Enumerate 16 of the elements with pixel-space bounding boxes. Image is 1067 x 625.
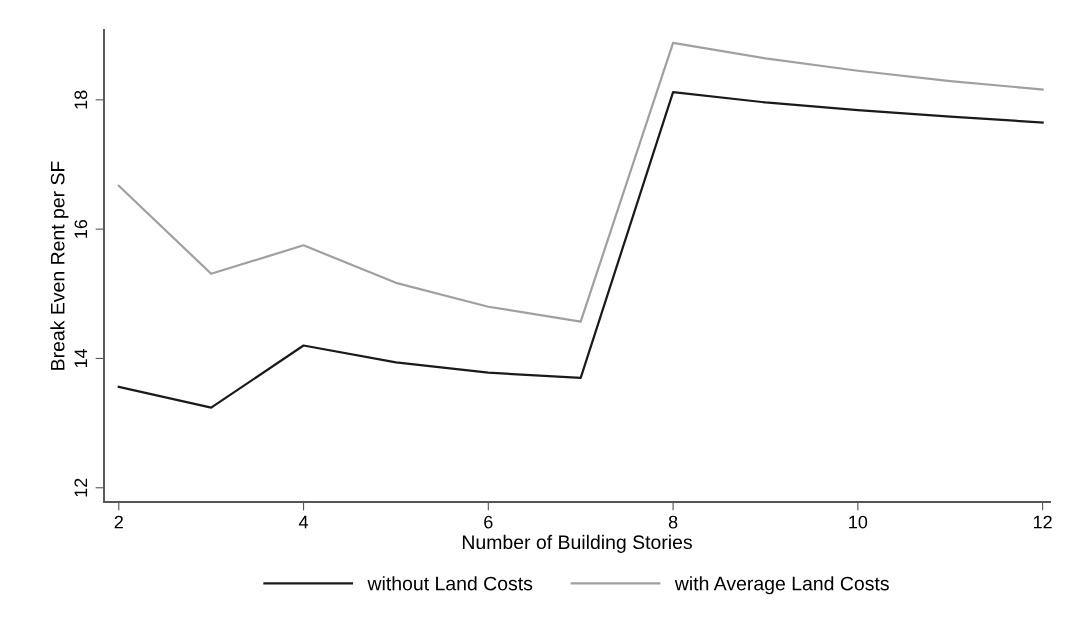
y-tick-label: 16 [74, 219, 88, 238]
legend-label: without Land Costs [367, 576, 533, 591]
y-tick-label: 18 [74, 90, 88, 109]
line-series [117, 41, 1044, 323]
y-tick-label: 12 [74, 478, 88, 497]
x-tick-label: 10 [849, 515, 868, 529]
y-tick-label: 14 [74, 348, 88, 368]
line-series [117, 90, 1044, 409]
x-tick-label: 8 [668, 515, 678, 529]
x-tick-label: 6 [484, 515, 493, 529]
x-axis-title: Number of Building Stories [462, 534, 692, 553]
x-tick-label: 2 [114, 515, 123, 529]
legend-label: with Average Land Costs [674, 576, 889, 595]
x-tick-label: 4 [298, 515, 309, 529]
y-axis-title: Break Even Rent per SF [50, 161, 69, 370]
x-tick-label: 12 [1033, 515, 1052, 529]
